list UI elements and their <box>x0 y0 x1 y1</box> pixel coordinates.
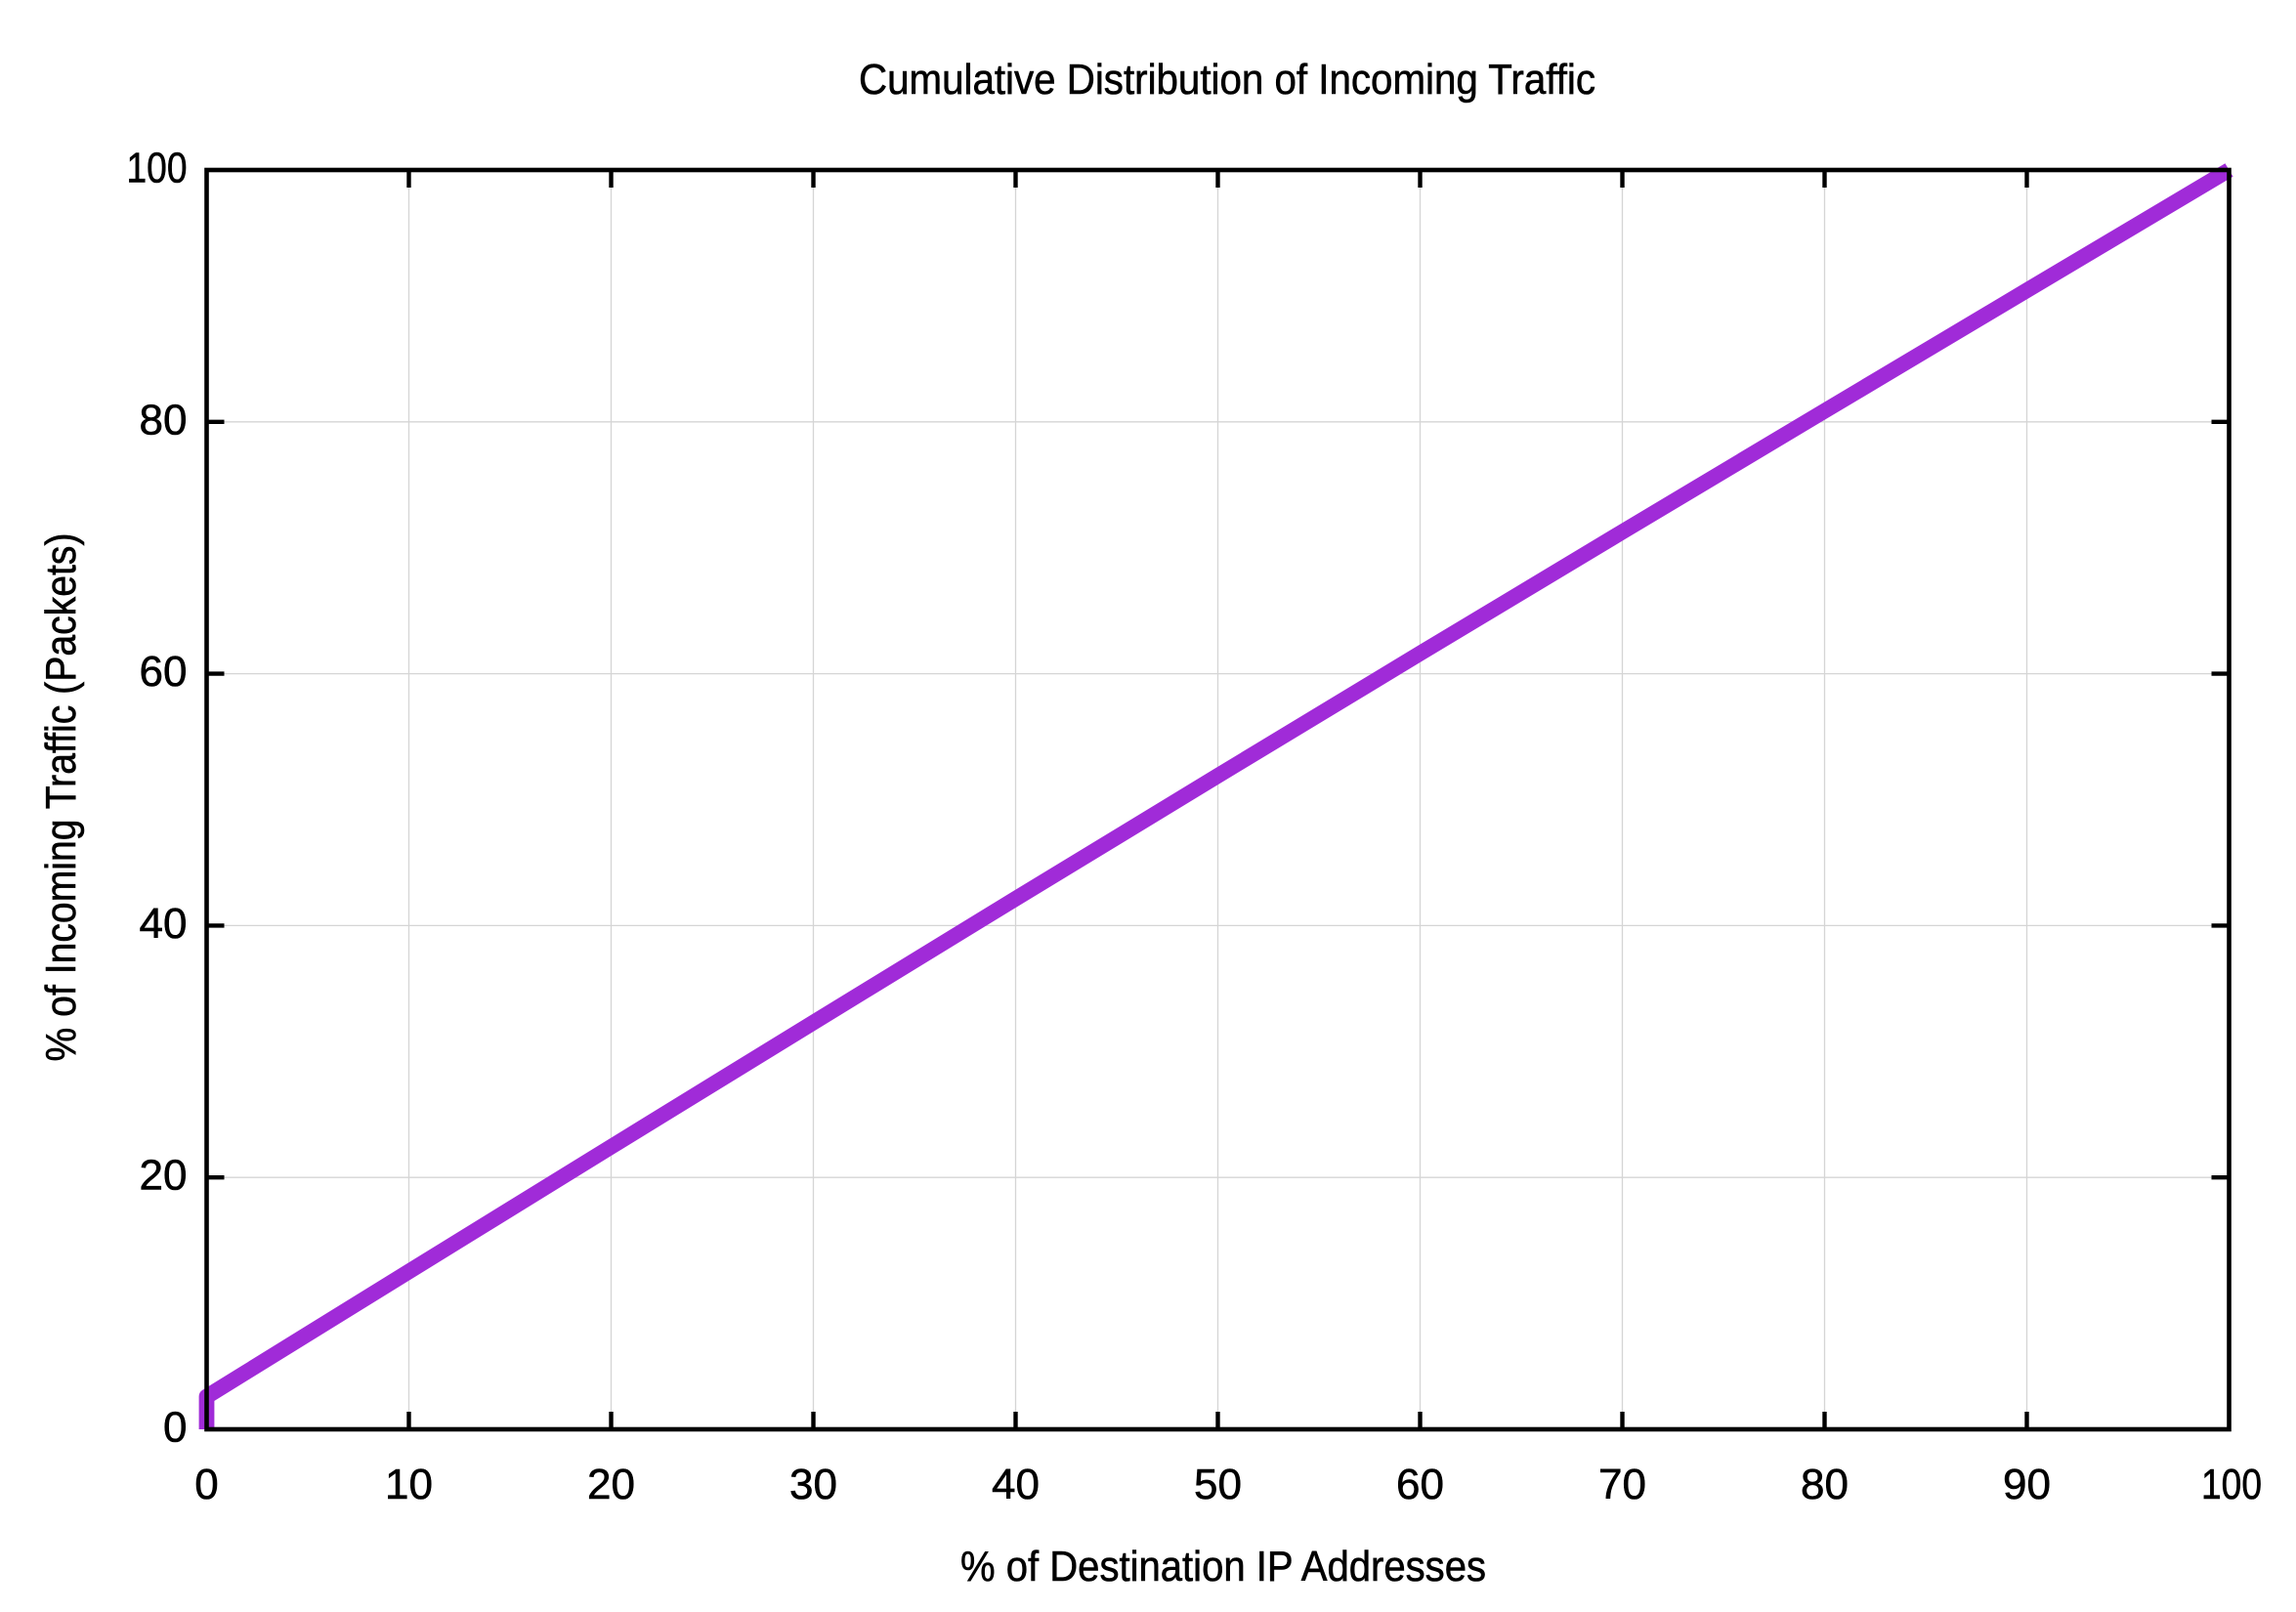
svg-text:Cumulative Distribution of Inc: Cumulative Distribution of Incoming Traf… <box>859 56 1595 104</box>
svg-text:0: 0 <box>163 1404 187 1452</box>
svg-text:% of Destination IP Addresses: % of Destination IP Addresses <box>960 1543 1486 1591</box>
svg-text:10: 10 <box>385 1461 433 1508</box>
svg-text:80: 80 <box>1801 1461 1849 1508</box>
svg-text:90: 90 <box>2003 1461 2051 1508</box>
svg-text:0: 0 <box>194 1461 218 1508</box>
svg-text:% of Incoming Traffic (Packets: % of Incoming Traffic (Packets) <box>37 533 85 1062</box>
svg-text:60: 60 <box>140 648 188 696</box>
svg-text:80: 80 <box>140 396 188 444</box>
svg-text:30: 30 <box>789 1461 837 1508</box>
svg-text:60: 60 <box>1396 1461 1444 1508</box>
svg-text:20: 20 <box>587 1461 635 1508</box>
svg-text:100: 100 <box>127 145 188 192</box>
svg-text:40: 40 <box>140 900 188 948</box>
svg-text:40: 40 <box>992 1461 1040 1508</box>
svg-text:20: 20 <box>140 1152 188 1200</box>
svg-text:100: 100 <box>2201 1461 2262 1508</box>
svg-text:50: 50 <box>1194 1461 1242 1508</box>
svg-text:70: 70 <box>1598 1461 1646 1508</box>
